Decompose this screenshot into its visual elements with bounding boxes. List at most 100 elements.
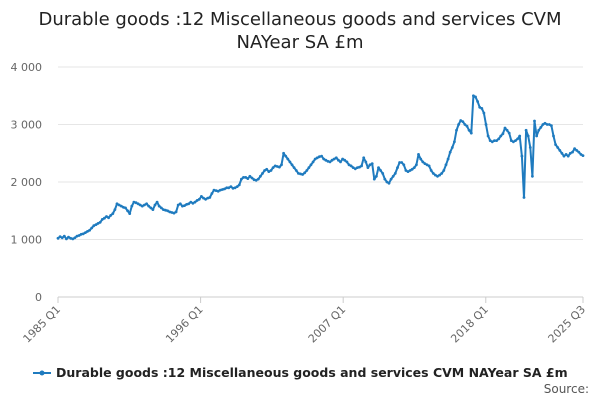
data-point[interactable] (174, 210, 178, 214)
data-point[interactable] (520, 154, 524, 158)
data-point[interactable] (280, 163, 283, 167)
data-point[interactable] (383, 177, 387, 181)
data-point[interactable] (558, 149, 562, 152)
data-point[interactable] (360, 164, 363, 168)
data-point[interactable] (288, 160, 292, 164)
data-point[interactable] (490, 140, 494, 144)
data-point[interactable] (191, 201, 195, 205)
data-point[interactable] (518, 134, 522, 138)
data-point[interactable] (71, 237, 75, 241)
data-point[interactable] (117, 203, 121, 207)
data-point[interactable] (547, 123, 551, 126)
data-point[interactable] (292, 166, 296, 170)
data-point[interactable] (111, 212, 115, 216)
data-point[interactable] (246, 177, 250, 181)
data-point[interactable] (457, 123, 460, 126)
data-point[interactable] (195, 199, 199, 202)
data-point[interactable] (122, 205, 125, 209)
data-point[interactable] (516, 137, 519, 141)
data-point[interactable] (581, 154, 585, 158)
data-point[interactable] (189, 200, 193, 204)
data-point[interactable] (183, 204, 186, 208)
data-point[interactable] (486, 134, 490, 138)
data-point[interactable] (271, 166, 275, 170)
data-point[interactable] (168, 210, 172, 214)
data-point[interactable] (349, 164, 353, 168)
data-point[interactable] (410, 167, 414, 171)
data-point[interactable] (119, 204, 123, 208)
data-point[interactable] (391, 174, 395, 178)
data-point[interactable] (197, 197, 201, 201)
data-point[interactable] (499, 134, 503, 138)
data-point[interactable] (96, 222, 100, 225)
data-point[interactable] (476, 100, 479, 103)
data-point[interactable] (444, 163, 448, 167)
data-point[interactable] (429, 169, 433, 172)
data-point[interactable] (573, 147, 576, 151)
data-point[interactable] (138, 203, 142, 207)
data-point[interactable] (417, 153, 420, 156)
data-point[interactable] (218, 188, 222, 192)
data-point[interactable] (263, 169, 266, 172)
data-point[interactable] (79, 232, 83, 236)
data-point[interactable] (235, 185, 239, 189)
data-point[interactable] (556, 146, 560, 149)
data-point[interactable] (259, 174, 262, 178)
data-point[interactable] (427, 164, 431, 168)
data-point[interactable] (440, 172, 444, 175)
data-point[interactable] (86, 230, 89, 233)
data-point[interactable] (387, 181, 391, 185)
data-point[interactable] (166, 209, 170, 213)
data-point[interactable] (221, 188, 224, 191)
data-point[interactable] (550, 124, 553, 128)
data-point[interactable] (159, 206, 163, 210)
data-point[interactable] (273, 164, 277, 168)
data-point[interactable] (324, 158, 328, 162)
data-point[interactable] (461, 120, 465, 123)
data-point[interactable] (358, 165, 361, 169)
data-point[interactable] (225, 186, 229, 190)
data-point[interactable] (372, 177, 376, 181)
data-point[interactable] (58, 235, 62, 239)
data-point[interactable] (313, 157, 317, 161)
data-point[interactable] (514, 139, 517, 143)
data-point[interactable] (176, 203, 180, 207)
data-point[interactable] (227, 186, 231, 190)
data-point[interactable] (206, 196, 210, 200)
data-point[interactable] (301, 173, 304, 176)
data-point[interactable] (341, 157, 344, 161)
data-point[interactable] (231, 186, 235, 190)
data-point[interactable] (560, 151, 564, 155)
data-point[interactable] (419, 157, 423, 161)
data-point[interactable] (381, 172, 385, 175)
data-point[interactable] (202, 196, 205, 200)
data-point[interactable] (495, 139, 498, 143)
data-point[interactable] (181, 204, 184, 208)
data-point[interactable] (459, 119, 463, 122)
data-point[interactable] (149, 206, 153, 210)
data-point[interactable] (254, 178, 258, 182)
data-point[interactable] (223, 187, 227, 191)
data-point[interactable] (216, 189, 220, 193)
data-point[interactable] (113, 208, 117, 212)
data-point[interactable] (421, 160, 425, 164)
data-point[interactable] (299, 172, 302, 176)
data-point[interactable] (136, 202, 140, 206)
data-point[interactable] (128, 212, 132, 216)
data-point[interactable] (526, 134, 530, 138)
data-point[interactable] (522, 196, 526, 199)
data-point[interactable] (370, 162, 374, 166)
data-point[interactable] (423, 162, 427, 166)
data-point[interactable] (379, 169, 382, 172)
data-point[interactable] (326, 159, 330, 163)
data-point[interactable] (362, 156, 366, 160)
data-point[interactable] (105, 215, 108, 218)
data-point[interactable] (77, 234, 81, 237)
data-point[interactable] (153, 203, 157, 207)
data-point[interactable] (478, 105, 482, 109)
data-point[interactable] (503, 126, 507, 130)
data-point[interactable] (400, 161, 404, 164)
data-point[interactable] (446, 157, 450, 161)
data-point[interactable] (512, 140, 515, 144)
data-point[interactable] (528, 146, 532, 149)
